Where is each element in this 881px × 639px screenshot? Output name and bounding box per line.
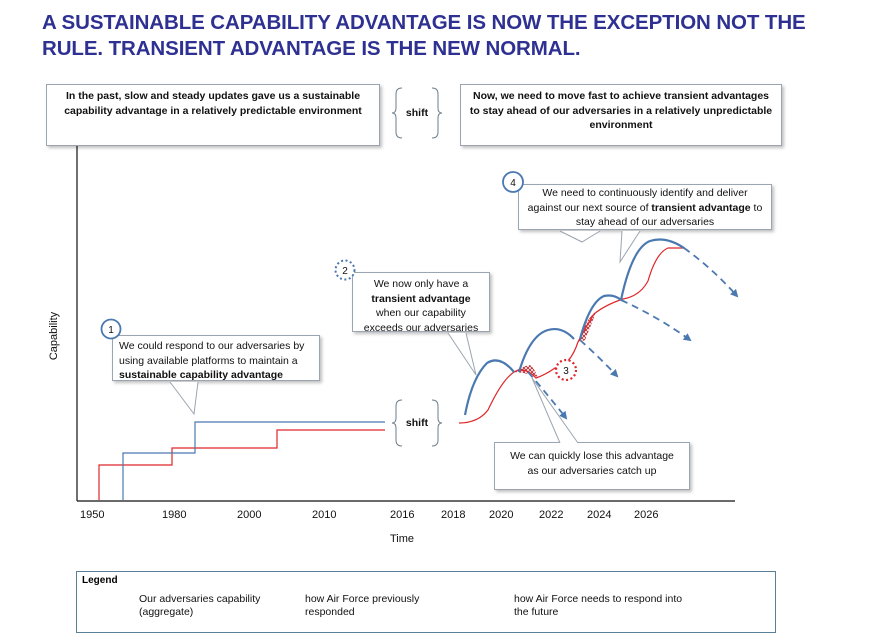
now-context-text: Now, we need to move fast to achieve tra… — [469, 90, 773, 131]
past-context-text: In the past, slow and steady updates gav… — [64, 90, 362, 117]
callout-2-circle — [334, 259, 356, 281]
air-force-curve-2 — [517, 327, 575, 373]
top-shift-label: shift — [397, 88, 437, 138]
legend-title: Legend — [82, 575, 118, 586]
legend: Legend Our adversaries capability (aggre… — [76, 571, 776, 633]
legend-adversary-label: Our adversaries capability (aggregate) — [139, 593, 261, 618]
callout-3-number: 3 — [563, 366, 569, 377]
callout-3-circle — [554, 358, 578, 382]
decline-arrow-3 — [620, 299, 692, 342]
x-tick-label: 1950 — [80, 509, 105, 521]
callout-4-pointer-b — [619, 230, 641, 264]
adversary-step-line — [98, 429, 385, 500]
top-shift-left-brace — [391, 87, 403, 139]
legend-previous-label: how Air Force previously responded — [305, 593, 420, 618]
page-title: A SUSTAINABLE CAPABILITY ADVANTAGE IS NO… — [42, 11, 806, 60]
callout-2-text-a: We now only have a — [373, 278, 469, 290]
callout-2-pointer — [447, 332, 477, 376]
callout-4-bold: transient advantage — [651, 201, 751, 214]
x-tick-label: 2016 — [390, 509, 415, 521]
mid-shift-label: shift — [397, 402, 437, 446]
callout-3-box: We can quickly lose this advantage as ou… — [494, 442, 690, 490]
x-tick-label: 2000 — [237, 509, 262, 521]
legend-future-label: how Air Force needs to respond into the … — [514, 593, 683, 618]
top-shift-right-brace — [431, 87, 443, 139]
callout-1-text: We could respond to our adversaries by u… — [119, 340, 305, 367]
air-force-curve-4 — [619, 238, 685, 301]
callout-4-text-a: We need to continuously identify and del… — [527, 187, 748, 214]
callout-4-number: 4 — [510, 178, 516, 189]
y-axis-label: Capability — [48, 311, 61, 361]
callout-1-circle — [100, 318, 122, 340]
mid-shift-text: shift — [405, 417, 429, 429]
callout-4-box: We need to continuously identify and del… — [518, 184, 772, 230]
decline-arrow-2 — [579, 339, 619, 378]
air-force-curve-3 — [578, 294, 622, 340]
callout-2-number: 2 — [342, 266, 348, 277]
callout-3-text: We can quickly lose this advantage as ou… — [510, 450, 674, 477]
decline-arrow-1 — [527, 371, 568, 420]
callout-3-pointer — [531, 377, 579, 444]
callout-1-box: We could respond to our adversaries by u… — [112, 335, 320, 381]
callout-2-text-b: when our capability exceeds our adversar… — [363, 307, 479, 334]
x-tick-label: 2022 — [539, 509, 564, 521]
callout-1-pointer — [169, 381, 199, 416]
x-tick-label: 2018 — [441, 509, 466, 521]
x-tick-label: 2010 — [312, 509, 337, 521]
x-axis-label: Time — [390, 533, 415, 545]
x-tick-label: 2026 — [634, 509, 659, 521]
adversary-curve — [458, 247, 685, 424]
callout-4-pointer — [559, 230, 601, 243]
now-context-box: Now, we need to move fast to achieve tra… — [460, 84, 782, 146]
mid-shift-right-brace — [431, 399, 443, 447]
callout-1-bold: sustainable capability advantage — [119, 369, 283, 381]
x-tick-label: 1980 — [162, 509, 187, 521]
air-force-step-line — [122, 421, 385, 500]
x-tick-label: 2024 — [587, 509, 612, 521]
callout-4-circle — [502, 171, 524, 193]
air-force-curve-1 — [463, 359, 515, 416]
callout-4-text-b: to stay ahead of our adversaries — [575, 201, 763, 229]
top-shift-text: shift — [405, 107, 429, 119]
callout-2-box: We now only have a transient advantage w… — [352, 272, 490, 334]
decline-arrow-4 — [683, 247, 739, 298]
past-context-box: In the past, slow and steady updates gav… — [46, 84, 380, 146]
callout-1-number: 1 — [108, 325, 114, 336]
callout-2-bold: transient advantage — [371, 292, 471, 305]
x-tick-label: 2020 — [489, 509, 514, 521]
mid-shift-left-brace — [391, 399, 403, 447]
